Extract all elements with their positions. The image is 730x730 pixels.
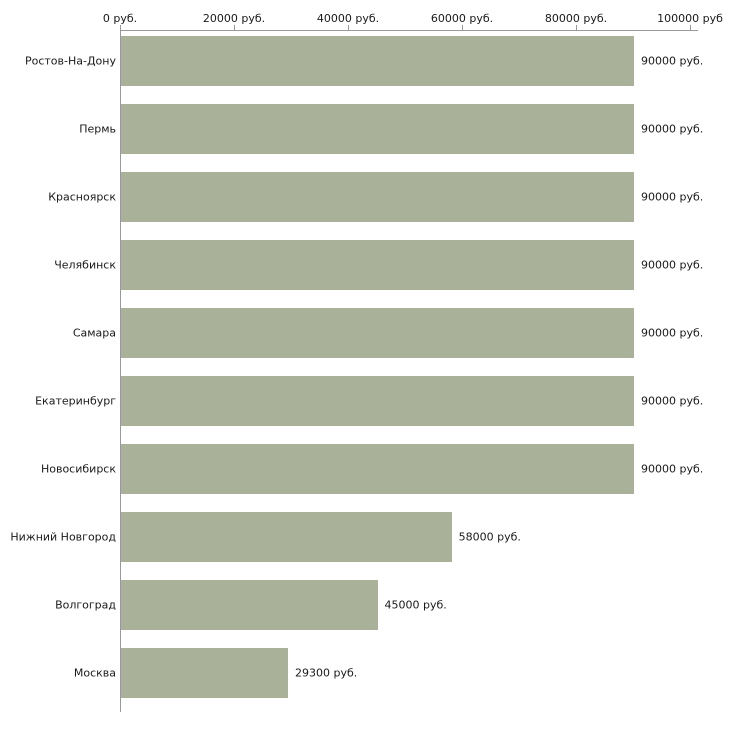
bar-1	[121, 36, 634, 86]
x-axis-tick-label: 100000 руб	[657, 12, 723, 25]
y-axis-line	[120, 30, 121, 712]
x-axis-tick-label: 0 руб.	[102, 12, 138, 25]
value-label: 90000 руб.	[641, 190, 704, 204]
value-label: 90000 руб.	[641, 462, 704, 476]
x-axis-line	[120, 30, 698, 31]
value-label: 29300 руб.	[295, 666, 358, 680]
value-label: 90000 руб.	[641, 258, 704, 272]
bar-9	[121, 580, 378, 630]
bar-2	[121, 104, 634, 154]
category-label: Нижний Новгород	[10, 530, 116, 544]
bar-5	[121, 308, 634, 358]
bar-4	[121, 240, 634, 290]
value-label: 45000 руб.	[384, 598, 447, 612]
value-label: 58000 руб.	[458, 530, 521, 544]
bar-8	[121, 512, 452, 562]
x-axis-tick-label: 80000 руб.	[544, 12, 608, 25]
value-label: 90000 руб.	[641, 326, 704, 340]
bar-10	[121, 648, 288, 698]
x-axis-tick-mark	[234, 25, 235, 30]
value-label: 90000 руб.	[641, 394, 704, 408]
bar-3	[121, 172, 634, 222]
x-axis-tick-label: 20000 руб.	[202, 12, 266, 25]
category-label: Новосибирск	[40, 462, 116, 476]
x-axis-tick-mark	[576, 25, 577, 30]
x-axis-tick-mark	[690, 25, 691, 30]
category-label: Челябинск	[54, 258, 116, 272]
value-label: 90000 руб.	[641, 122, 704, 136]
category-label: Пермь	[79, 122, 116, 136]
category-label: Ростов-На-Дону	[24, 54, 116, 68]
category-label: Москва	[73, 666, 116, 680]
x-axis-tick-label: 40000 руб.	[316, 12, 380, 25]
category-label: Красноярск	[48, 190, 116, 204]
x-axis-tick-label: 60000 руб.	[430, 12, 494, 25]
x-axis-tick-mark	[462, 25, 463, 30]
category-label: Самара	[72, 326, 116, 340]
value-label: 90000 руб.	[641, 54, 704, 68]
category-label: Екатеринбург	[35, 394, 116, 408]
category-label: Волгоград	[55, 598, 116, 612]
bar-7	[121, 444, 634, 494]
bar-6	[121, 376, 634, 426]
x-axis-tick-mark	[120, 25, 121, 30]
x-axis-tick-mark	[348, 25, 349, 30]
